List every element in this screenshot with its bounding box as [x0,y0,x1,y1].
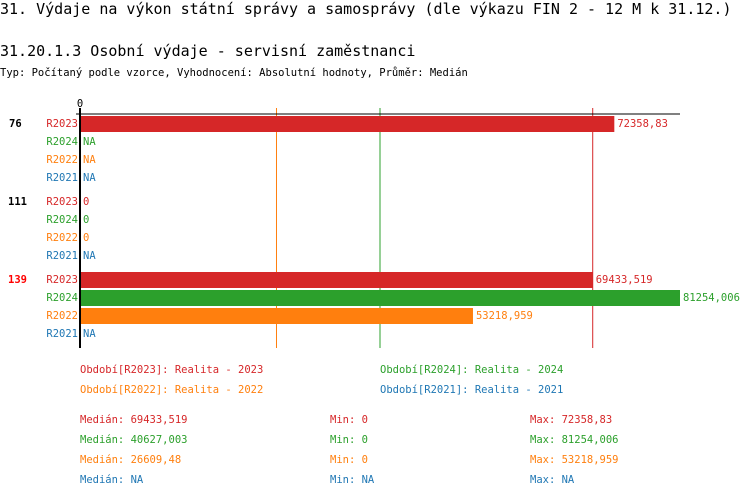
value-label: 0 [83,214,89,226]
value-label: NA [83,136,96,148]
stat-median: Medián: 69433,519 [80,414,187,426]
series-label: R2024 [46,292,78,304]
series-label: R2021 [46,328,78,340]
bar-R2023 [81,116,615,132]
series-label: R2023 [46,118,78,130]
group-label: 139 [8,274,27,286]
series-label: R2021 [46,250,78,262]
value-label: 72358,83 [617,118,668,130]
chart-subtitle: 31.20.1.3 Osobní výdaje - servisní zaměs… [0,42,416,60]
series-label: R2023 [46,196,78,208]
value-label: NA [83,250,96,262]
series-label: R2022 [46,232,78,244]
chart-info: Typ: Počítaný podle vzorce, Vyhodnocení:… [0,67,468,79]
stat-max: Max: 53218,959 [530,454,619,466]
group-label: 111 [8,196,27,208]
value-label: NA [83,328,96,340]
value-label: 69433,519 [596,274,653,286]
bar-R2023 [81,272,593,288]
stat-min: Min: 0 [330,414,368,426]
value-label: 53218,959 [476,310,533,322]
series-label: R2024 [46,214,78,226]
value-label: 0 [83,196,89,208]
stat-min: Min: 0 [330,434,368,446]
series-label: R2022 [46,310,78,322]
series-label: R2023 [46,274,78,286]
legend-item: Období[R2021]: Realita - 2021 [380,384,563,396]
legend-item: Období[R2022]: Realita - 2022 [80,384,263,396]
bar-R2024 [81,290,680,306]
value-label: NA [83,154,96,166]
x-tick-label: 0 [77,98,83,110]
stat-max: Max: 81254,006 [530,434,619,446]
stat-min: Min: NA [330,474,375,486]
series-label: R2022 [46,154,78,166]
stat-median: Medián: NA [80,474,144,486]
stat-min: Min: 0 [330,454,368,466]
stat-median: Medián: 26609,48 [80,454,181,466]
series-label: R2024 [46,136,78,148]
group-label: 76 [9,118,22,130]
legend-item: Období[R2023]: Realita - 2023 [80,364,263,376]
value-label: 81254,006 [683,292,740,304]
stat-max: Max: NA [530,474,575,486]
legend-item: Období[R2024]: Realita - 2024 [380,364,563,376]
page-title: 31. Výdaje na výkon státní správy a samo… [0,0,732,18]
value-label: 0 [83,232,89,244]
stat-median: Medián: 40627,003 [80,434,187,446]
series-label: R2021 [46,172,78,184]
bar-R2022 [81,308,473,324]
stat-max: Max: 72358,83 [530,414,612,426]
value-label: NA [83,172,96,184]
